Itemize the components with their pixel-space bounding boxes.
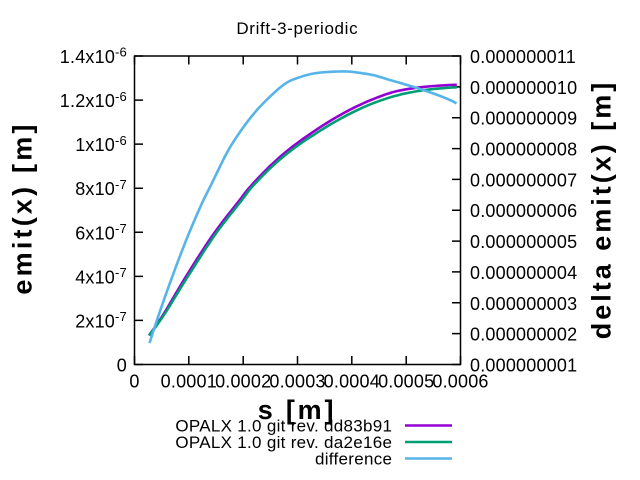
svg-text:8x10-7: 8x10-7: [75, 177, 127, 199]
svg-text:emit(x) [m]: emit(x) [m]: [8, 121, 38, 294]
svg-text:0.0006: 0.0006: [432, 372, 488, 392]
svg-text:0.0004: 0.0004: [324, 372, 380, 392]
svg-text:0.0003: 0.0003: [269, 372, 325, 392]
svg-text:1.4x10-6: 1.4x10-6: [60, 45, 127, 67]
svg-text:0.000000008: 0.000000008: [470, 140, 577, 160]
svg-text:0: 0: [129, 372, 139, 392]
svg-text:2x10-7: 2x10-7: [75, 309, 127, 331]
svg-text:1.2x10-6: 1.2x10-6: [60, 89, 127, 111]
svg-text:0.000000007: 0.000000007: [470, 170, 577, 190]
svg-text:0.000000010: 0.000000010: [470, 78, 577, 98]
svg-text:1x10-6: 1x10-6: [75, 133, 127, 155]
svg-text:difference: difference: [315, 450, 392, 469]
svg-text:0.000000004: 0.000000004: [470, 263, 577, 283]
svg-text:OPALX 1.0 git rev. dd83b91: OPALX 1.0 git rev. dd83b91: [175, 417, 392, 436]
svg-text:0.000000002: 0.000000002: [470, 325, 577, 345]
svg-text:6x10-7: 6x10-7: [75, 221, 127, 243]
svg-text:0.000000009: 0.000000009: [470, 109, 577, 129]
svg-text:0.0002: 0.0002: [215, 372, 271, 392]
svg-text:0.0005: 0.0005: [378, 372, 434, 392]
svg-text:s [m]: s [m]: [258, 395, 337, 425]
svg-text:0.000000011: 0.000000011: [470, 47, 576, 67]
svg-text:0.000000005: 0.000000005: [470, 232, 577, 252]
svg-text:0.0001: 0.0001: [161, 372, 217, 392]
svg-text:delta emit(x) [m]: delta emit(x) [m]: [587, 80, 617, 340]
svg-text:OPALX 1.0 git rev. da2e16e: OPALX 1.0 git rev. da2e16e: [175, 433, 392, 452]
svg-text:Drift-3-periodic: Drift-3-periodic: [236, 19, 358, 38]
svg-text:0.000000003: 0.000000003: [470, 294, 577, 314]
svg-text:0.000000001: 0.000000001: [470, 356, 577, 376]
svg-text:4x10-7: 4x10-7: [75, 265, 127, 287]
svg-text:0: 0: [117, 356, 127, 376]
svg-text:0.000000006: 0.000000006: [470, 201, 577, 221]
